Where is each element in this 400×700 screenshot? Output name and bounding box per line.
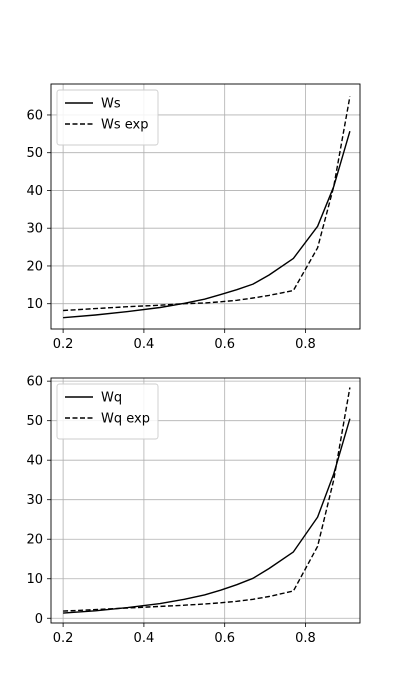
- bottom-y-tick-label-1: 10: [26, 572, 43, 587]
- bottom-series-line-wq-exp: [63, 387, 351, 612]
- bottom-axes-frame: [50, 377, 361, 624]
- bottom-y-tick-label-2: 20: [26, 533, 43, 548]
- top-y-tick-label-3: 40: [26, 184, 43, 199]
- top-x-tick-label-1: 0.4: [134, 337, 155, 352]
- top-y-tick-label-0: 10: [26, 297, 43, 312]
- top-series-line-ws: [63, 131, 351, 319]
- bottom-x-tick-label-2: 0.6: [214, 631, 235, 646]
- top-legend-label-1: Ws exp: [101, 118, 148, 133]
- bottom-plot: 0.2 0.4 0.6 0.8 0 10 20 30 40 50 60 Wq Wq exp: [26, 375, 361, 646]
- top-x-tick-label-0: 0.2: [53, 337, 74, 352]
- top-legend-box: [56, 89, 159, 146]
- bottom-y-tick-label-4: 40: [26, 454, 43, 469]
- top-series-line-ws-exp: [63, 96, 351, 312]
- bottom-y-tick-label-0: 0: [35, 612, 43, 627]
- bottom-series-line-wq: [63, 418, 351, 614]
- bottom-x-tick-label-0: 0.2: [53, 631, 74, 646]
- bottom-x-tick-label-1: 0.4: [134, 631, 155, 646]
- bottom-y-tick-label-3: 30: [26, 493, 43, 508]
- top-y-tick-label-2: 30: [26, 222, 43, 237]
- top-y-tick-label-1: 20: [26, 259, 43, 274]
- bottom-legend-label-0: Wq: [101, 391, 122, 406]
- top-axes-frame: [50, 83, 361, 330]
- bottom-x-tick-label-3: 0.8: [295, 631, 316, 646]
- top-y-tick-label-5: 60: [26, 108, 43, 123]
- top-x-tick-label-3: 0.8: [295, 337, 316, 352]
- bottom-legend-label-1: Wq exp: [101, 412, 150, 427]
- top-x-tick-label-2: 0.6: [214, 337, 235, 352]
- bottom-y-tick-label-6: 60: [26, 375, 43, 390]
- top-y-tick-label-4: 50: [26, 146, 43, 161]
- top-legend-label-0: Ws: [101, 97, 121, 112]
- bottom-y-tick-label-5: 50: [26, 414, 43, 429]
- top-plot: 0.2 0.4 0.6 0.8 10 20 30 40 50 60 Ws Ws exp: [26, 83, 361, 352]
- bottom-legend-box: [56, 383, 159, 440]
